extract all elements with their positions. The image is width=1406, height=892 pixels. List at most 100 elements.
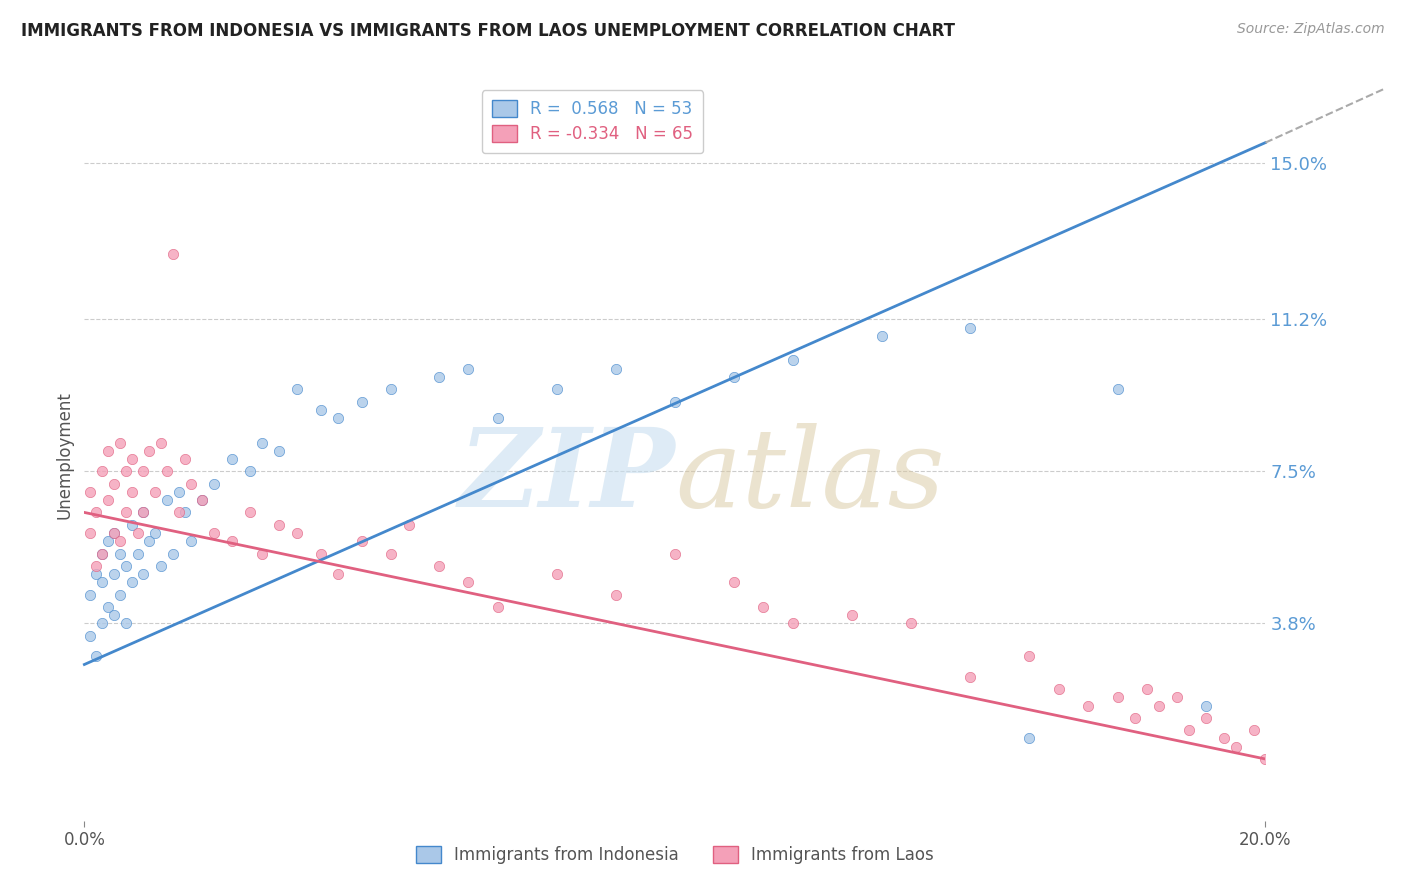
Point: [398, 517, 420, 532]
Point: [103, 526, 125, 541]
Point: [427, 369, 450, 384]
Point: [900, 616, 922, 631]
Point: [723, 575, 745, 590]
Point: [108, 435, 131, 450]
Point: [173, 505, 195, 519]
Point: [97, 443, 120, 458]
Point: [959, 320, 981, 334]
Point: [605, 361, 627, 376]
Point: [202, 526, 225, 541]
Point: [269, 443, 291, 458]
Point: [79, 629, 101, 643]
Point: [309, 547, 332, 561]
Point: [167, 484, 190, 499]
Point: [457, 575, 479, 590]
Point: [328, 411, 350, 425]
Point: [114, 505, 136, 519]
Point: [173, 452, 195, 467]
Point: [132, 505, 155, 519]
Point: [328, 567, 350, 582]
Point: [1077, 698, 1099, 713]
Point: [114, 616, 136, 631]
Point: [79, 526, 101, 541]
Point: [285, 526, 308, 541]
Point: [250, 547, 273, 561]
Point: [221, 534, 243, 549]
Point: [132, 567, 155, 582]
Point: [143, 484, 166, 499]
Point: [723, 369, 745, 384]
Point: [121, 517, 143, 532]
Point: [1213, 731, 1236, 746]
Point: [457, 361, 479, 376]
Point: [752, 599, 775, 614]
Point: [285, 382, 308, 396]
Point: [309, 402, 332, 417]
Point: [191, 493, 214, 508]
Point: [97, 534, 120, 549]
Point: [486, 599, 509, 614]
Point: [84, 649, 107, 664]
Point: [91, 616, 114, 631]
Point: [605, 588, 627, 602]
Point: [239, 505, 262, 519]
Point: [1107, 382, 1129, 396]
Point: [150, 558, 173, 573]
Point: [782, 616, 804, 631]
Point: [959, 670, 981, 684]
Point: [1195, 698, 1218, 713]
Point: [84, 558, 107, 573]
Point: [108, 588, 131, 602]
Point: [1047, 682, 1070, 697]
Point: [546, 382, 568, 396]
Point: [221, 452, 243, 467]
Point: [1125, 711, 1147, 725]
Point: [1018, 731, 1040, 746]
Point: [91, 464, 114, 478]
Point: [156, 493, 179, 508]
Point: [103, 526, 125, 541]
Point: [1018, 649, 1040, 664]
Point: [250, 435, 273, 450]
Point: [97, 493, 120, 508]
Point: [132, 505, 155, 519]
Point: [546, 567, 568, 582]
Point: [664, 394, 686, 409]
Text: Source: ZipAtlas.com: Source: ZipAtlas.com: [1237, 22, 1385, 37]
Point: [143, 526, 166, 541]
Point: [121, 452, 143, 467]
Point: [97, 599, 120, 614]
Point: [269, 517, 291, 532]
Point: [121, 484, 143, 499]
Point: [239, 464, 262, 478]
Point: [1136, 682, 1159, 697]
Point: [103, 567, 125, 582]
Text: ZIP: ZIP: [458, 423, 675, 531]
Point: [91, 547, 114, 561]
Point: [127, 547, 149, 561]
Text: IMMIGRANTS FROM INDONESIA VS IMMIGRANTS FROM LAOS UNEMPLOYMENT CORRELATION CHART: IMMIGRANTS FROM INDONESIA VS IMMIGRANTS …: [21, 22, 955, 40]
Point: [380, 547, 402, 561]
Point: [167, 505, 190, 519]
Point: [427, 558, 450, 573]
Point: [114, 464, 136, 478]
Point: [1243, 723, 1265, 738]
Point: [180, 476, 202, 491]
Point: [114, 558, 136, 573]
Point: [162, 547, 184, 561]
Point: [79, 588, 101, 602]
Point: [79, 484, 101, 499]
Point: [1166, 690, 1188, 705]
Y-axis label: Unemployment: Unemployment: [55, 391, 73, 519]
Point: [138, 443, 160, 458]
Point: [350, 394, 373, 409]
Point: [202, 476, 225, 491]
Point: [664, 547, 686, 561]
Point: [84, 567, 107, 582]
Point: [108, 534, 131, 549]
Point: [103, 608, 125, 623]
Point: [1107, 690, 1129, 705]
Text: atlas: atlas: [675, 423, 945, 531]
Point: [486, 411, 509, 425]
Point: [191, 493, 214, 508]
